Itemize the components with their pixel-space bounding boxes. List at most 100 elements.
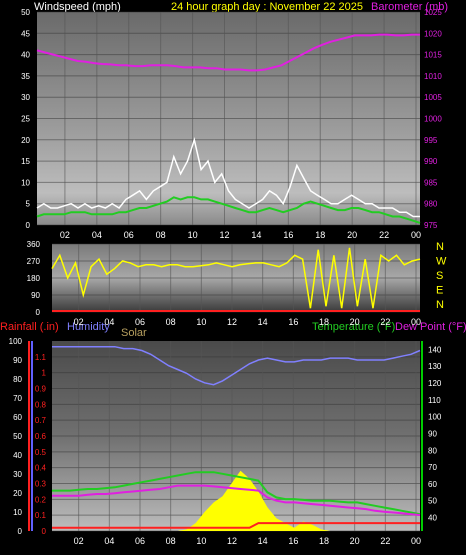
y-tick-barometer: 985 (424, 178, 438, 187)
y-tick-temperature: 60 (428, 480, 437, 489)
x-tick-label: 22 (379, 230, 389, 240)
y-tick-humidity: 40 (13, 451, 22, 460)
x-tick-label: 18 (315, 230, 325, 240)
y-tick-wind: 35 (21, 72, 30, 81)
y-tick-temperature: 50 (428, 497, 437, 506)
temperature-axis-bar (421, 341, 423, 531)
x-tick-label: 20 (350, 317, 360, 327)
y-tick-wind: 25 (21, 115, 30, 124)
y-tick-wind: 15 (21, 157, 30, 166)
y-tick-rain: 0.3 (35, 480, 47, 489)
x-tick-label: 08 (166, 536, 176, 546)
y-tick-direction: 360 (27, 240, 41, 249)
y-tick-humidity: 90 (13, 356, 22, 365)
y-tick-barometer: 995 (424, 136, 438, 145)
axis-labels: 0510152025303540455097598098599099510001… (9, 8, 447, 546)
series-wind-average (36, 196, 421, 224)
y-tick-temperature: 100 (428, 413, 442, 422)
y-tick-wind: 30 (21, 93, 30, 102)
y-tick-wind: 50 (21, 8, 30, 17)
y-tick-barometer: 1000 (424, 115, 442, 124)
y-tick-direction: 0 (36, 308, 41, 317)
y-tick-temperature: 90 (428, 429, 437, 438)
y-tick-barometer: 1025 (424, 8, 442, 17)
x-tick-label: 06 (135, 536, 145, 546)
y-tick-barometer: 1015 (424, 51, 442, 60)
x-tick-label: 10 (188, 230, 198, 240)
x-tick-label: 18 (319, 317, 329, 327)
y-tick-wind: 5 (26, 200, 31, 209)
y-tick-barometer: 1010 (424, 72, 442, 81)
x-tick-label: 10 (196, 317, 206, 327)
y-tick-rain: 1.1 (35, 353, 47, 362)
x-tick-label: 00 (411, 536, 421, 546)
y-tick-humidity: 50 (13, 432, 22, 441)
x-tick-label: 14 (251, 230, 261, 240)
x-tick-label: 04 (92, 230, 102, 240)
x-tick-label: 16 (288, 317, 298, 327)
compass-label: E (436, 285, 443, 297)
series-humidity (52, 345, 421, 386)
y-tick-rain: 0.5 (35, 448, 47, 457)
y-tick-barometer: 980 (424, 200, 438, 209)
x-tick-label: 00 (411, 230, 421, 240)
y-tick-humidity: 70 (13, 394, 22, 403)
series-temperature (52, 471, 421, 516)
x-tick-label: 12 (227, 317, 237, 327)
x-tick-label: 08 (156, 230, 166, 240)
x-tick-label: 10 (196, 536, 206, 546)
x-tick-label: 08 (166, 317, 176, 327)
y-tick-rain: 0.9 (35, 385, 47, 394)
x-tick-label: 06 (124, 230, 134, 240)
series-barometer (36, 33, 420, 72)
x-tick-label: 20 (350, 536, 360, 546)
compass-label: N (436, 299, 444, 311)
y-tick-rain: 0.8 (35, 400, 47, 409)
y-tick-wind: 20 (21, 136, 30, 145)
x-tick-label: 22 (380, 317, 390, 327)
y-tick-barometer: 1005 (424, 93, 442, 102)
y-tick-rain: 0.2 (35, 495, 47, 504)
y-tick-direction: 180 (27, 274, 41, 283)
y-tick-temperature: 120 (428, 379, 442, 388)
y-tick-temperature: 80 (428, 446, 437, 455)
x-tick-label: 18 (319, 536, 329, 546)
y-tick-barometer: 1020 (424, 29, 442, 38)
y-tick-humidity: 30 (13, 470, 22, 479)
humidity-axis-bar (31, 341, 33, 531)
windspeed-axis-title: Windspeed (mph) (34, 1, 121, 13)
y-tick-rain: 0.6 (35, 432, 47, 441)
x-tick-label: 02 (74, 317, 84, 327)
y-tick-temperature: 130 (428, 362, 442, 371)
y-tick-humidity: 60 (13, 413, 22, 422)
humidity-axis-title: Humidity (67, 321, 110, 333)
y-tick-wind: 40 (21, 51, 30, 60)
x-tick-label: 06 (135, 317, 145, 327)
x-tick-label: 22 (380, 536, 390, 546)
y-tick-rain: 0.1 (35, 511, 47, 520)
y-tick-temperature: 70 (428, 463, 437, 472)
compass-label: S (436, 270, 443, 282)
y-tick-direction: 90 (31, 291, 40, 300)
x-tick-label: 16 (283, 230, 293, 240)
rain-axis-bar (28, 341, 30, 531)
x-tick-label: 20 (347, 230, 357, 240)
series-rainfall (52, 522, 420, 529)
y-tick-temperature: 40 (428, 514, 437, 523)
y-tick-rain: 1 (42, 369, 47, 378)
y-tick-rain: 0.7 (35, 416, 47, 425)
y-tick-humidity: 0 (18, 527, 23, 536)
solar-label: Solar (121, 327, 147, 339)
x-tick-label: 14 (258, 317, 268, 327)
x-tick-label: 02 (60, 230, 70, 240)
compass-label: N (436, 241, 444, 253)
y-tick-barometer: 990 (424, 157, 438, 166)
x-tick-label: 00 (411, 317, 421, 327)
series-wind-direction (51, 247, 421, 309)
y-tick-wind: 10 (21, 178, 30, 187)
y-tick-humidity: 80 (13, 375, 22, 384)
y-tick-wind: 45 (21, 29, 30, 38)
x-tick-label: 02 (74, 536, 84, 546)
y-tick-humidity: 10 (13, 508, 22, 517)
